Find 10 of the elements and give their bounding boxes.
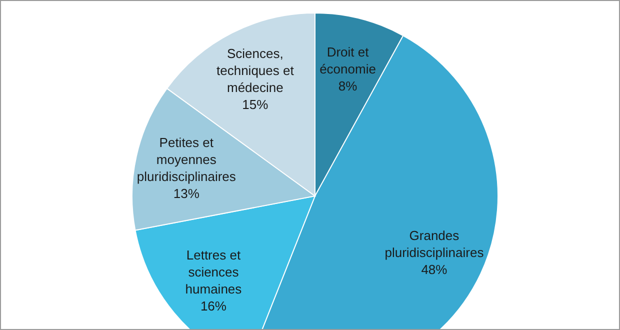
slice-label: Sciences, techniques et médecine [216, 46, 294, 95]
data-label: 8% [338, 78, 358, 93]
slice-label: Lettres et sciences humaines [185, 246, 242, 296]
slice-label: Droit et économie [320, 44, 376, 76]
slice-label: Petites et moyennes pluridisciplinaires [136, 134, 236, 184]
data-label: 13% [173, 185, 200, 200]
data-label: 48% [421, 262, 448, 277]
data-label: 15% [242, 96, 269, 112]
slice-label: Grandes pluridisciplinaires [384, 228, 484, 260]
data-label: 16% [200, 298, 227, 313]
